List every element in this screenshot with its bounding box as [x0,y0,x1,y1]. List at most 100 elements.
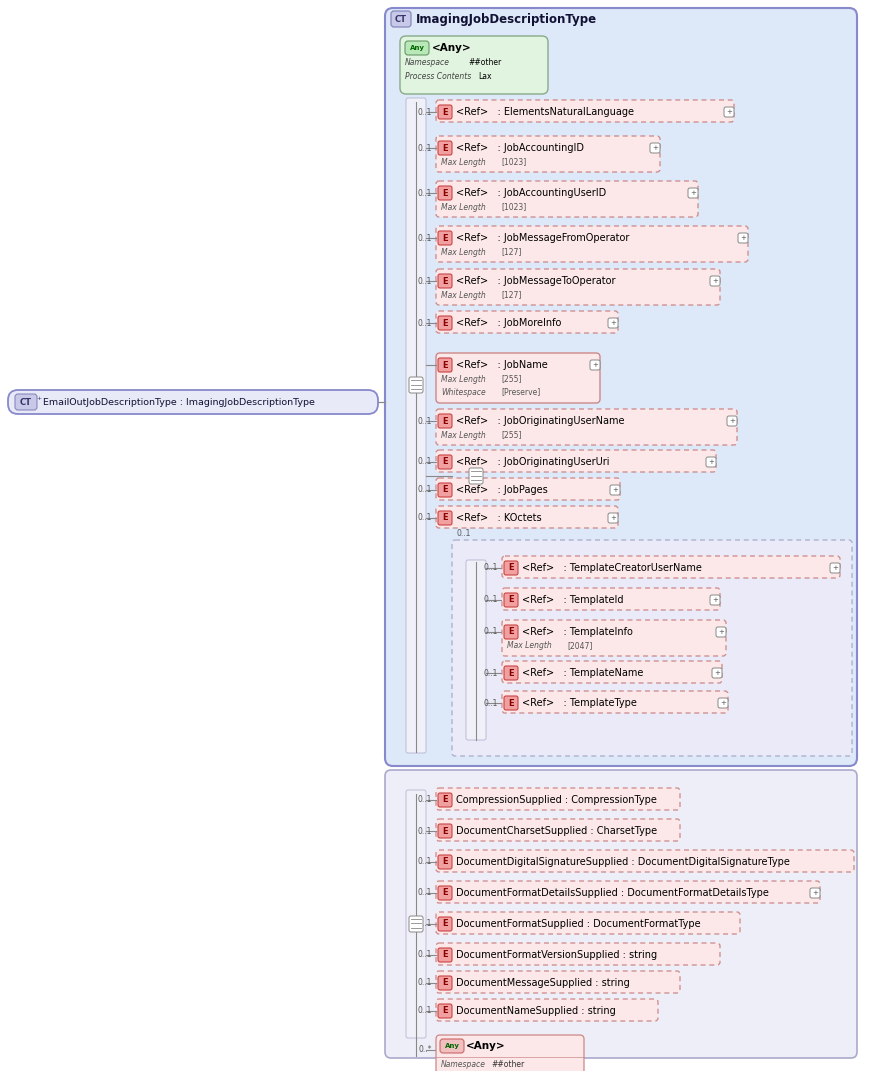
FancyBboxPatch shape [503,666,517,680]
Text: +: + [728,418,734,424]
FancyBboxPatch shape [435,450,715,472]
Text: [255]: [255] [501,375,521,383]
Text: E: E [441,1007,448,1015]
FancyBboxPatch shape [607,318,617,328]
FancyBboxPatch shape [435,181,697,217]
FancyBboxPatch shape [435,506,617,528]
Text: <Ref>   : KOctets: <Ref> : KOctets [455,513,541,523]
Text: <Ref>   : JobName: <Ref> : JobName [455,360,547,369]
Text: 0..1: 0..1 [417,485,432,495]
FancyBboxPatch shape [435,136,660,172]
Text: 0..1: 0..1 [483,595,497,604]
Text: [127]: [127] [501,247,521,256]
Text: +: + [707,459,713,465]
FancyBboxPatch shape [437,917,452,931]
Text: E: E [441,417,448,425]
FancyBboxPatch shape [437,141,452,155]
FancyBboxPatch shape [503,625,517,639]
Text: 0..1: 0..1 [417,889,432,897]
Text: 0..1: 0..1 [417,144,432,152]
FancyBboxPatch shape [809,888,819,897]
Text: Max Length: Max Length [441,247,485,256]
FancyBboxPatch shape [437,455,452,469]
Text: 0..1: 0..1 [456,529,471,539]
FancyBboxPatch shape [437,1004,452,1019]
Text: 0..1: 0..1 [417,950,432,960]
Text: 0..1: 0..1 [417,920,432,929]
Text: <Ref>   : TemplateId: <Ref> : TemplateId [521,595,623,605]
FancyBboxPatch shape [437,414,452,428]
Text: 0..1: 0..1 [417,276,432,286]
Text: ##other: ##other [490,1060,524,1070]
Text: <Ref>   : TemplateType: <Ref> : TemplateType [521,698,636,708]
Text: +: + [651,145,657,151]
FancyBboxPatch shape [705,457,715,467]
Text: Max Length: Max Length [441,375,485,383]
Text: Lax: Lax [477,72,491,80]
Text: 0..1: 0..1 [417,318,432,328]
Text: DocumentCharsetSupplied : CharsetType: DocumentCharsetSupplied : CharsetType [455,826,656,836]
Text: ##other: ##other [468,58,501,66]
FancyBboxPatch shape [503,593,517,607]
Text: CT: CT [20,397,32,407]
Text: +: + [811,890,817,896]
FancyBboxPatch shape [435,942,720,965]
Text: E: E [441,457,448,467]
FancyBboxPatch shape [726,416,736,426]
Text: +: + [689,190,695,196]
Text: E: E [441,979,448,987]
Text: E: E [507,668,514,678]
Text: E: E [441,144,448,152]
Text: EmailOutJobDescriptionType : ImagingJobDescriptionType: EmailOutJobDescriptionType : ImagingJobD… [43,397,315,407]
Text: Any: Any [444,1043,459,1049]
FancyBboxPatch shape [437,886,452,900]
FancyBboxPatch shape [437,186,452,200]
Text: E: E [441,950,448,960]
FancyBboxPatch shape [437,105,452,119]
Text: Max Length: Max Length [441,157,485,166]
Text: Max Length: Max Length [507,642,551,650]
Text: E: E [441,513,448,523]
Text: E: E [507,698,514,708]
Text: 0..1: 0..1 [483,628,497,636]
FancyBboxPatch shape [437,824,452,838]
Text: 0..1: 0..1 [417,796,432,804]
FancyBboxPatch shape [437,855,452,869]
Text: Max Length: Max Length [441,290,485,300]
Text: +: + [717,629,723,635]
FancyBboxPatch shape [437,511,452,525]
Text: E: E [507,563,514,573]
Text: 0..1: 0..1 [417,107,432,117]
Text: [127]: [127] [501,290,521,300]
Text: [2047]: [2047] [567,642,592,650]
FancyBboxPatch shape [503,696,517,710]
FancyBboxPatch shape [435,1035,583,1071]
Text: 0..1: 0..1 [417,417,432,425]
FancyBboxPatch shape [437,793,452,808]
Text: 0..1: 0..1 [417,188,432,197]
FancyBboxPatch shape [435,100,733,122]
FancyBboxPatch shape [829,563,839,573]
Text: E: E [441,858,448,866]
FancyBboxPatch shape [609,485,620,495]
FancyBboxPatch shape [435,819,680,841]
Text: <Ref>   : JobOriginatingUserName: <Ref> : JobOriginatingUserName [455,416,624,426]
FancyBboxPatch shape [437,316,452,330]
Text: <Ref>   : TemplateCreatorUserName: <Ref> : TemplateCreatorUserName [521,563,701,573]
FancyBboxPatch shape [390,11,410,27]
Text: +: + [711,278,717,284]
FancyBboxPatch shape [437,976,452,990]
FancyBboxPatch shape [723,107,733,117]
FancyBboxPatch shape [501,620,725,657]
Text: <Any>: <Any> [466,1041,505,1051]
Text: ImagingJobDescriptionType: ImagingJobDescriptionType [415,13,596,26]
FancyBboxPatch shape [435,269,720,305]
Text: 0..1: 0..1 [417,1007,432,1015]
FancyBboxPatch shape [649,144,660,153]
Text: <Ref>   : ElementsNaturalLanguage: <Ref> : ElementsNaturalLanguage [455,107,634,117]
Text: E: E [441,920,448,929]
Text: E: E [441,889,448,897]
FancyBboxPatch shape [408,377,422,393]
FancyBboxPatch shape [15,394,37,410]
FancyBboxPatch shape [711,668,721,678]
